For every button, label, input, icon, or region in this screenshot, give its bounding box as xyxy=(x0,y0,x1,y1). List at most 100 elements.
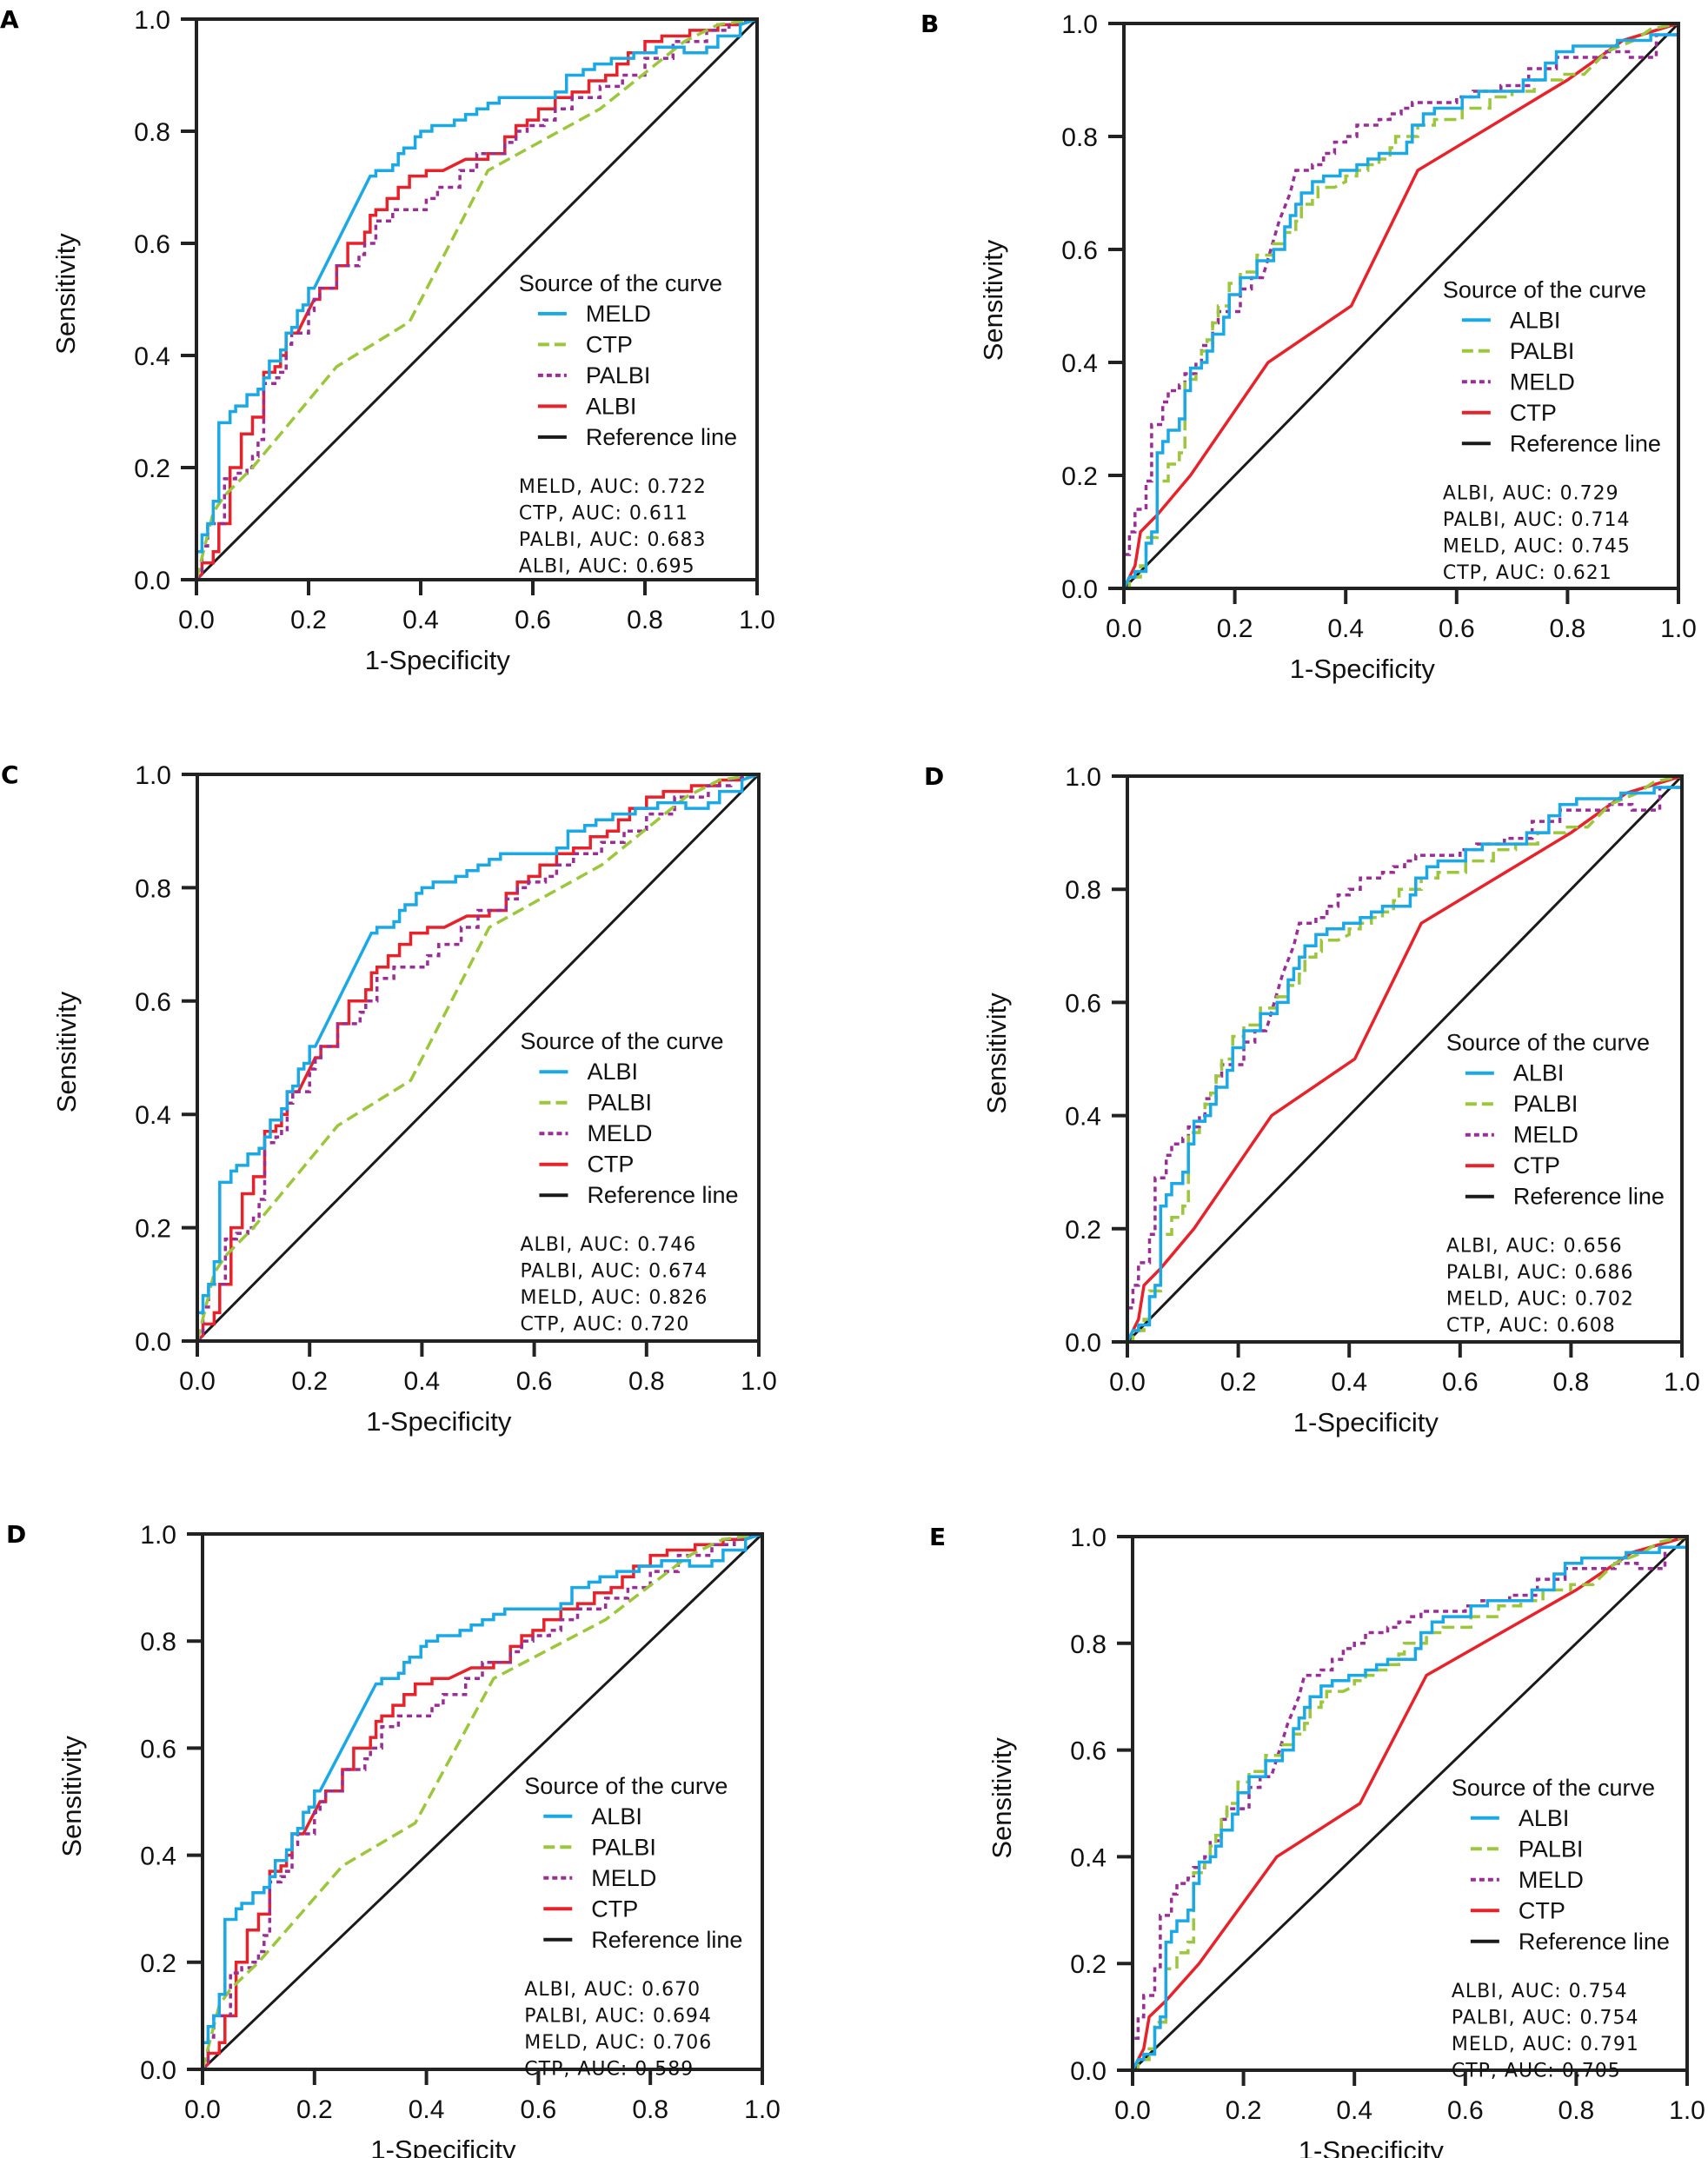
auc-annotation: CTP, AUC: 0.589 xyxy=(524,2058,694,2080)
series-line-palbi xyxy=(196,773,760,1342)
auc-annotation: ALBI, AUC: 0.754 xyxy=(1452,1981,1628,2002)
legend-label: MELD xyxy=(587,1120,652,1146)
series-line-ctp xyxy=(1122,22,1679,589)
curves xyxy=(1122,22,1680,590)
x-tick-label: 0.0 xyxy=(1106,614,1142,643)
series-line-reference-line xyxy=(196,773,761,1343)
legend-label: PALBI xyxy=(1519,1836,1584,1862)
y-tick-label: 0.0 xyxy=(134,567,170,595)
series-line-meld xyxy=(196,773,760,1343)
auc-annotation: PALBI, AUC: 0.686 xyxy=(1446,1262,1634,1284)
y-tick-label: 0.2 xyxy=(134,455,170,483)
series-line-palbi xyxy=(1133,1535,1688,2072)
curves xyxy=(1126,774,1684,1344)
auc-annotation: PALBI, AUC: 0.674 xyxy=(520,1261,708,1283)
y-tick-label: 0.2 xyxy=(1070,1950,1107,1979)
x-tick-label: 0.4 xyxy=(1336,2096,1372,2125)
x-tick-label: 0.8 xyxy=(627,606,663,634)
auc-annotation: MELD, AUC: 0.791 xyxy=(1452,2034,1639,2055)
x-tick-label: 0.4 xyxy=(1327,614,1364,643)
legend-label: Reference line xyxy=(1513,1184,1665,1210)
plot-frame xyxy=(195,17,759,581)
x-tick-label: 0.2 xyxy=(1220,1368,1257,1397)
x-tick-label: 0.2 xyxy=(291,1367,328,1396)
auc-annotation: MELD, AUC: 0.722 xyxy=(519,476,707,498)
legend-label: CTP xyxy=(1519,1897,1565,1923)
x-tick-label: 0.0 xyxy=(184,2095,221,2124)
series-line-albi xyxy=(201,1532,763,2069)
x-tick-label: 0.8 xyxy=(1558,2096,1595,2125)
legend-title: Source of the curve xyxy=(1443,276,1646,302)
y-tick-label: 0.4 xyxy=(140,1843,176,1871)
y-tick-label: 0.0 xyxy=(1065,1329,1101,1358)
legend-label: CTP xyxy=(587,1152,634,1178)
auc-annotation: ALBI, AUC: 0.695 xyxy=(519,555,695,577)
legend-label: ALBI xyxy=(587,1059,638,1085)
x-tick-label: 0.6 xyxy=(515,606,551,634)
y-tick-label: 0.2 xyxy=(140,1949,176,1978)
x-tick-label: 0.4 xyxy=(409,2095,445,2124)
legend-label: PALBI xyxy=(586,362,651,388)
legend: Source of the curve MELD CTP PALBI ALBI Refer… xyxy=(519,270,737,578)
curves xyxy=(196,773,761,1343)
panel-label: C xyxy=(1,760,19,789)
x-tick-label: 0.8 xyxy=(1553,1368,1590,1397)
auc-annotation: ALBI, AUC: 0.746 xyxy=(520,1234,696,1256)
series-line-reference-line xyxy=(195,17,759,581)
plot-frame xyxy=(1126,774,1684,1344)
auc-annotation: ALBI, AUC: 0.729 xyxy=(1443,482,1619,504)
legend-title: Source of the curve xyxy=(1452,1775,1655,1801)
series-line-meld xyxy=(195,17,758,580)
legend-title: Source of the curve xyxy=(1446,1030,1650,1056)
roc-panel-2: B 0.0 0.2 0.4 0.6 0.8 1.0 0.0 0.2 0.4 0.6 0.8 1.0 1-S… xyxy=(920,10,1697,684)
x-tick-label: 0.6 xyxy=(1447,2096,1484,2125)
y-tick-label: 0.0 xyxy=(1061,575,1098,604)
legend-label: MELD xyxy=(586,301,651,327)
legend-label: PALBI xyxy=(1510,338,1575,364)
legend-label: MELD xyxy=(1513,1122,1578,1148)
x-axis-title: 1-Specificity xyxy=(1299,2135,1445,2158)
x-tick-label: 0.2 xyxy=(296,2095,333,2124)
legend-label: Reference line xyxy=(586,424,737,450)
series-line-ctp xyxy=(1131,1535,1688,2071)
y-tick-label: 1.0 xyxy=(134,6,170,35)
auc-annotation: MELD, AUC: 0.702 xyxy=(1446,1289,1634,1311)
y-tick-label: 0.8 xyxy=(140,1628,176,1657)
x-tick-label: 1.0 xyxy=(1664,1368,1700,1397)
series-line-reference-line xyxy=(1122,22,1680,590)
series-line-palbi xyxy=(195,17,758,581)
legend: Source of the curve ALBI PALBI MELD CTP Refer… xyxy=(1443,276,1661,584)
series-line-ctp xyxy=(195,17,758,581)
legend-label: CTP xyxy=(1510,400,1557,426)
series-line-ctp xyxy=(201,1532,762,2071)
legend-label: ALBI xyxy=(591,1803,642,1829)
legend-label: ALBI xyxy=(1510,307,1561,333)
legend-label: ALBI xyxy=(1519,1805,1570,1831)
series-line-albi xyxy=(195,17,757,581)
panel-label: D xyxy=(924,762,944,791)
x-axis-title: 1-Specificity xyxy=(1290,654,1436,684)
plot-frame xyxy=(196,773,761,1343)
y-tick-label: 0.0 xyxy=(135,1328,171,1357)
x-tick-label: 1.0 xyxy=(741,1367,777,1396)
auc-annotation: MELD, AUC: 0.745 xyxy=(1443,535,1631,557)
roc-panel-6: E 0.0 0.2 0.4 0.6 0.8 1.0 0.0 0.2 0.4 0.6 0.8 1.0 1-S… xyxy=(929,1523,1705,2158)
x-tick-label: 0.4 xyxy=(1331,1368,1367,1397)
series-line-meld xyxy=(1131,1537,1689,2065)
legend-label: PALBI xyxy=(587,1090,652,1116)
roc-panel-4: D 0.0 0.2 0.4 0.6 0.8 1.0 0.0 0.2 0.4 0.6 0.8 1.0 1-S… xyxy=(924,762,1700,1438)
x-tick-label: 1.0 xyxy=(1669,2096,1705,2125)
panel-label: D xyxy=(6,1520,26,1549)
x-tick-label: 0.8 xyxy=(1550,614,1586,643)
y-tick-label: 0.4 xyxy=(1065,1103,1101,1132)
x-tick-label: 0.6 xyxy=(521,2095,557,2124)
y-tick-label: 0.4 xyxy=(1061,349,1098,378)
series-line-palbi xyxy=(1124,22,1679,590)
x-tick-label: 0.4 xyxy=(404,1367,441,1396)
panel-label: B xyxy=(920,10,939,38)
auc-annotation: CTP, AUC: 0.611 xyxy=(519,502,688,524)
y-tick-label: 1.0 xyxy=(135,761,171,790)
series-line-ctp xyxy=(1126,774,1683,1343)
y-tick-label: 0.6 xyxy=(140,1735,176,1763)
legend: Source of the curve ALBI PALBI MELD CTP Refer… xyxy=(1446,1030,1665,1338)
